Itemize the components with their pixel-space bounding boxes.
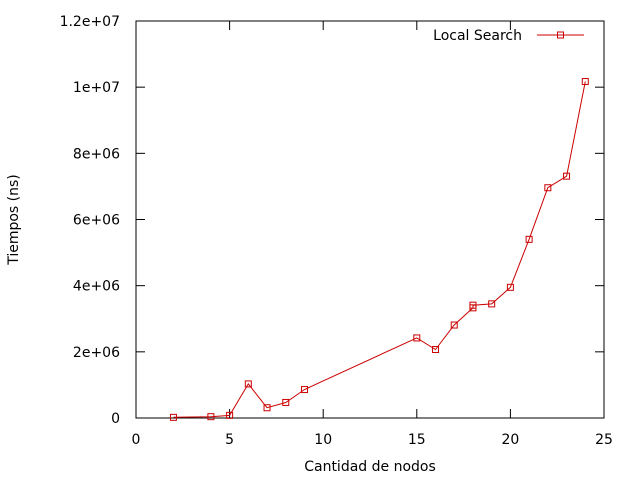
data-point (544, 184, 552, 192)
legend-marker (557, 31, 564, 39)
series-layer (169, 78, 589, 421)
x-tick-label: 10 (314, 432, 332, 448)
data-point (207, 413, 215, 421)
series-line (173, 81, 586, 418)
data-point (169, 413, 177, 421)
plot-frame (135, 20, 605, 419)
y-tick-label: 2e+06 (73, 345, 120, 361)
y-tick-label: 1e+07 (73, 80, 120, 96)
legend: Local Search (433, 28, 584, 44)
y-tick-label: 1.2e+07 (60, 14, 120, 30)
data-point (413, 334, 421, 342)
data-point (488, 300, 496, 308)
x-tick-label: 0 (132, 432, 141, 448)
data-point (563, 172, 571, 180)
legend-label: Local Search (433, 28, 522, 44)
data-point (581, 78, 589, 86)
x-tick-label: 5 (225, 432, 234, 448)
y-tick-label: 6e+06 (73, 213, 120, 229)
x-tick-label: 25 (595, 432, 613, 448)
data-point (469, 301, 477, 309)
data-point (226, 411, 234, 419)
y-tick-label: 0 (111, 411, 120, 427)
data-point (525, 235, 533, 243)
data-point (506, 283, 514, 291)
y-tick-label: 8e+06 (73, 146, 120, 162)
data-point (450, 321, 458, 329)
data-point (282, 398, 290, 406)
x-axis-label: Cantidad de nodos (304, 459, 436, 475)
axes: 0 5 10 15 20 25 0 2e+06 4e+06 6e+06 8e+06 1e+07 1.2e… (60, 14, 613, 448)
y-axis-label: Tiempos (ns) (6, 174, 22, 266)
data-point (300, 386, 308, 394)
y-tick-label: 4e+06 (73, 279, 120, 295)
x-tick-label: 15 (408, 432, 426, 448)
data-point (244, 380, 252, 388)
data-point (432, 346, 440, 354)
data-point (263, 404, 271, 412)
x-tick-label: 20 (501, 432, 519, 448)
